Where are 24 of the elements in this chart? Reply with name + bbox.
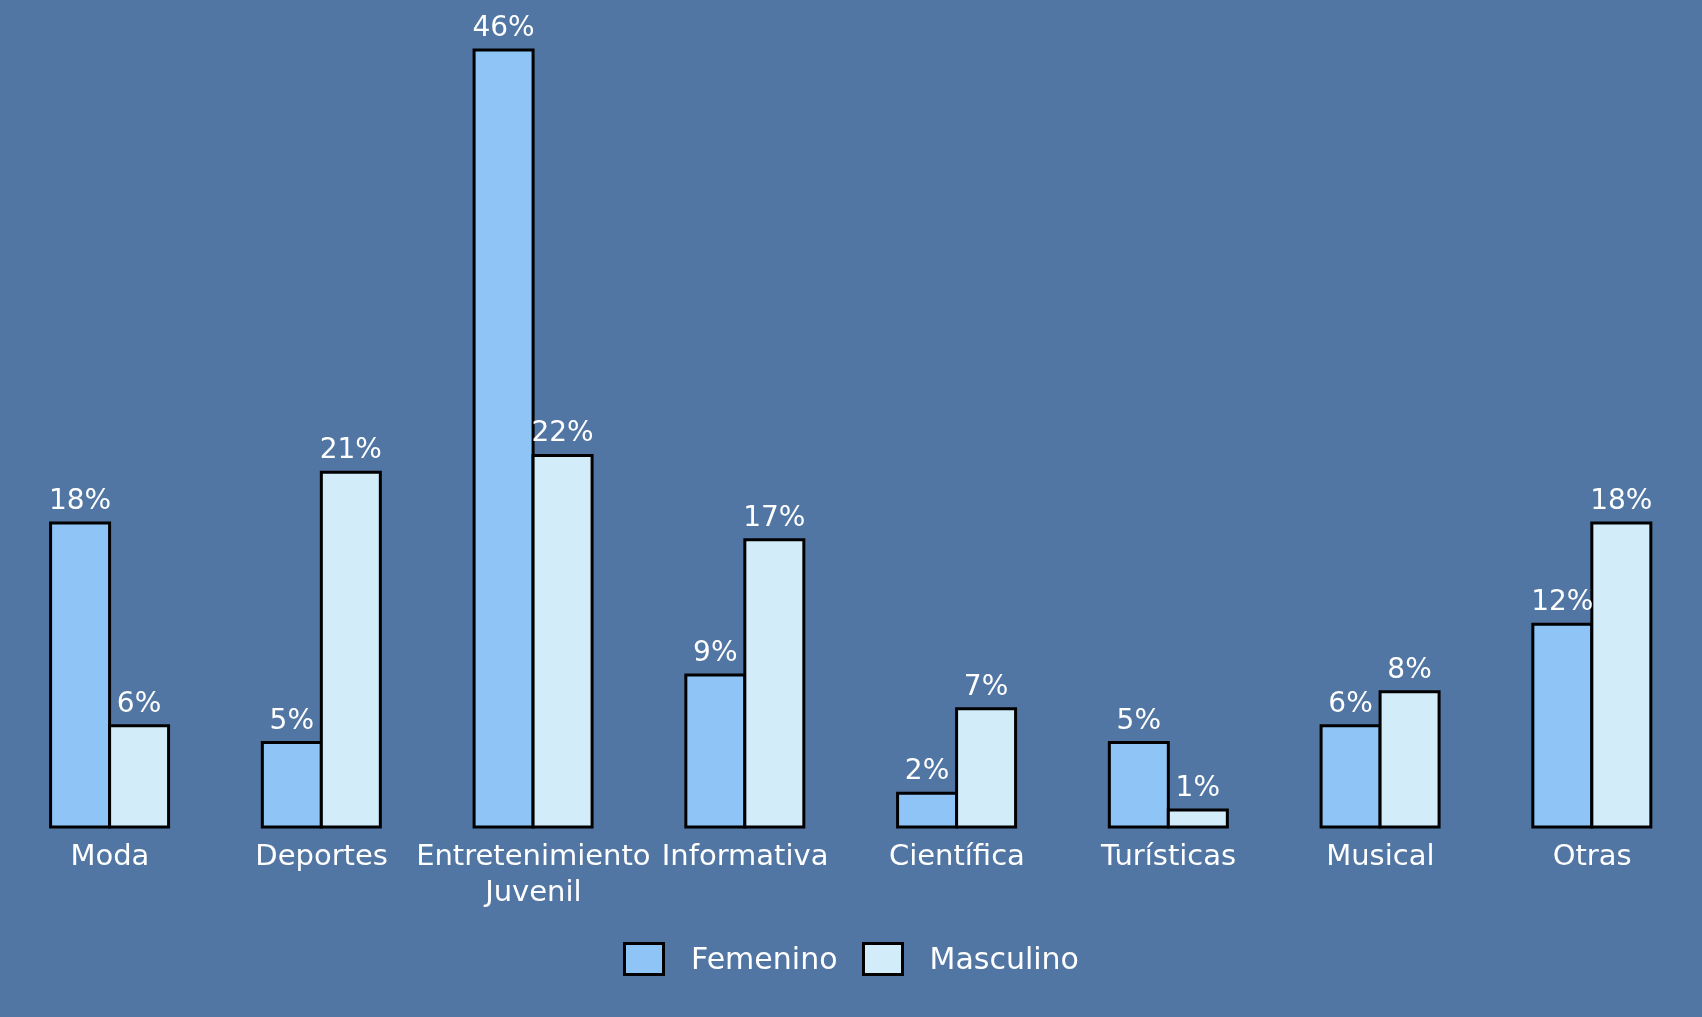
data-label: 46% xyxy=(472,10,535,43)
data-label: 6% xyxy=(116,685,162,719)
data-label: 8% xyxy=(1387,651,1432,685)
data-label: 2% xyxy=(904,753,950,787)
legend-label: Femenino xyxy=(691,941,838,976)
x-tick-label: Musical xyxy=(1326,838,1435,872)
x-tick-label: Otras xyxy=(1552,838,1632,872)
x-tick-label: Turísticas xyxy=(1100,838,1237,872)
x-tick-label: Deportes xyxy=(255,838,388,872)
x-tick-label: Científica xyxy=(888,838,1025,872)
x-tick-label: Moda xyxy=(70,838,150,872)
x-tick-label: Entretenimiento Juvenil xyxy=(416,838,651,908)
data-label: 21% xyxy=(319,432,382,466)
data-label: 17% xyxy=(743,499,806,533)
data-label: 6% xyxy=(1328,685,1373,719)
data-label: 9% xyxy=(693,634,738,668)
data-label: 5% xyxy=(1116,702,1162,736)
data-label: 5% xyxy=(269,702,315,736)
data-label: 7% xyxy=(963,668,1009,702)
legend-label: Masculino xyxy=(929,941,1079,976)
data-label: 18% xyxy=(1590,482,1653,516)
x-tick-label: Informativa xyxy=(661,838,829,872)
data-label: 18% xyxy=(48,482,112,516)
data-label: 1% xyxy=(1175,770,1221,804)
